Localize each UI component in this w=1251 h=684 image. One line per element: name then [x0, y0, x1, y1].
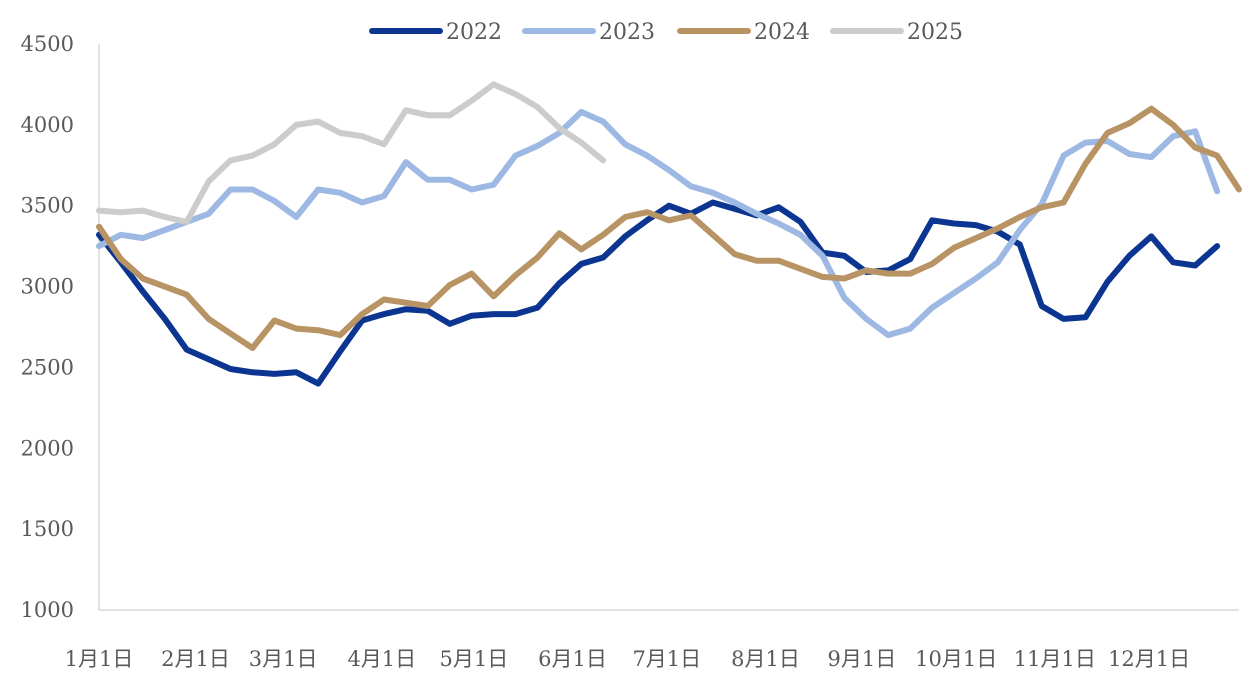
x-tick-label: 11月1日 [1014, 647, 1096, 671]
y-tick-label-1500: 1500 [21, 517, 74, 541]
x-tick-label: 3月1日 [249, 647, 318, 671]
legend-label: 2023 [599, 20, 655, 45]
y-tick-label-2000: 2000 [21, 436, 74, 460]
series-line-2023 [96, 108, 1221, 339]
y-tick-label-1000: 1000 [21, 598, 74, 622]
x-tick-label: 2月1日 [161, 647, 230, 671]
y-tick-label-2500: 2500 [21, 355, 74, 379]
series-line-2024 [96, 105, 1242, 351]
legend-label: 2025 [907, 20, 963, 45]
series-line-2022 [96, 199, 1221, 387]
y-tick-label-3500: 3500 [21, 194, 74, 218]
legend-label: 2022 [446, 20, 502, 45]
x-tick-label: 8月1日 [731, 647, 800, 671]
legend-item-2022: 2022 [369, 20, 502, 45]
y-tick-label-4500: 4500 [21, 32, 74, 56]
legend-item-2024: 2024 [677, 20, 810, 45]
x-tick-label: 7月1日 [632, 647, 701, 671]
y-tick-label-3000: 3000 [21, 275, 74, 299]
legend: 2022 2023 2024 2025 [369, 20, 963, 45]
x-tick-label: 5月1日 [440, 647, 509, 671]
axes [98, 44, 1239, 611]
series-line-2025 [96, 81, 607, 225]
legend-item-2023: 2023 [522, 20, 655, 45]
x-tick-label: 12月1日 [1108, 647, 1190, 671]
x-tick-label: 6月1日 [538, 647, 607, 671]
y-tick-label-4000: 4000 [21, 113, 74, 137]
x-tick-label: 4月1日 [347, 647, 416, 671]
x-tick-label: 1月1日 [65, 647, 134, 671]
plot-area [96, 81, 1242, 387]
x-tick-label: 10月1日 [915, 647, 997, 671]
legend-item-2025: 2025 [830, 20, 963, 45]
y-tick-labels: 1000 1500 2000 2500 3000 3500 4000 4500 [21, 32, 74, 622]
x-tick-label: 9月1日 [828, 647, 897, 671]
x-tick-labels: 1月1日 2月1日 3月1日 4月1日 5月1日 6月1日 7月1日 8月1日 9月1日 10月1… [65, 647, 1191, 671]
legend-label: 2024 [754, 20, 810, 45]
